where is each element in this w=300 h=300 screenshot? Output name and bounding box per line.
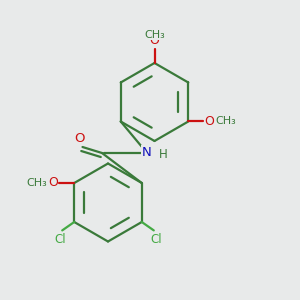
Text: O: O [48,176,58,190]
Text: CH₃: CH₃ [144,30,165,40]
Text: Cl: Cl [54,233,66,246]
Text: O: O [74,132,85,145]
Text: CH₃: CH₃ [26,178,47,188]
Text: CH₃: CH₃ [216,116,237,127]
Text: O: O [205,115,214,128]
Text: N: N [142,146,152,160]
Text: Cl: Cl [150,233,162,246]
Text: O: O [150,34,159,47]
Text: H: H [159,148,168,161]
